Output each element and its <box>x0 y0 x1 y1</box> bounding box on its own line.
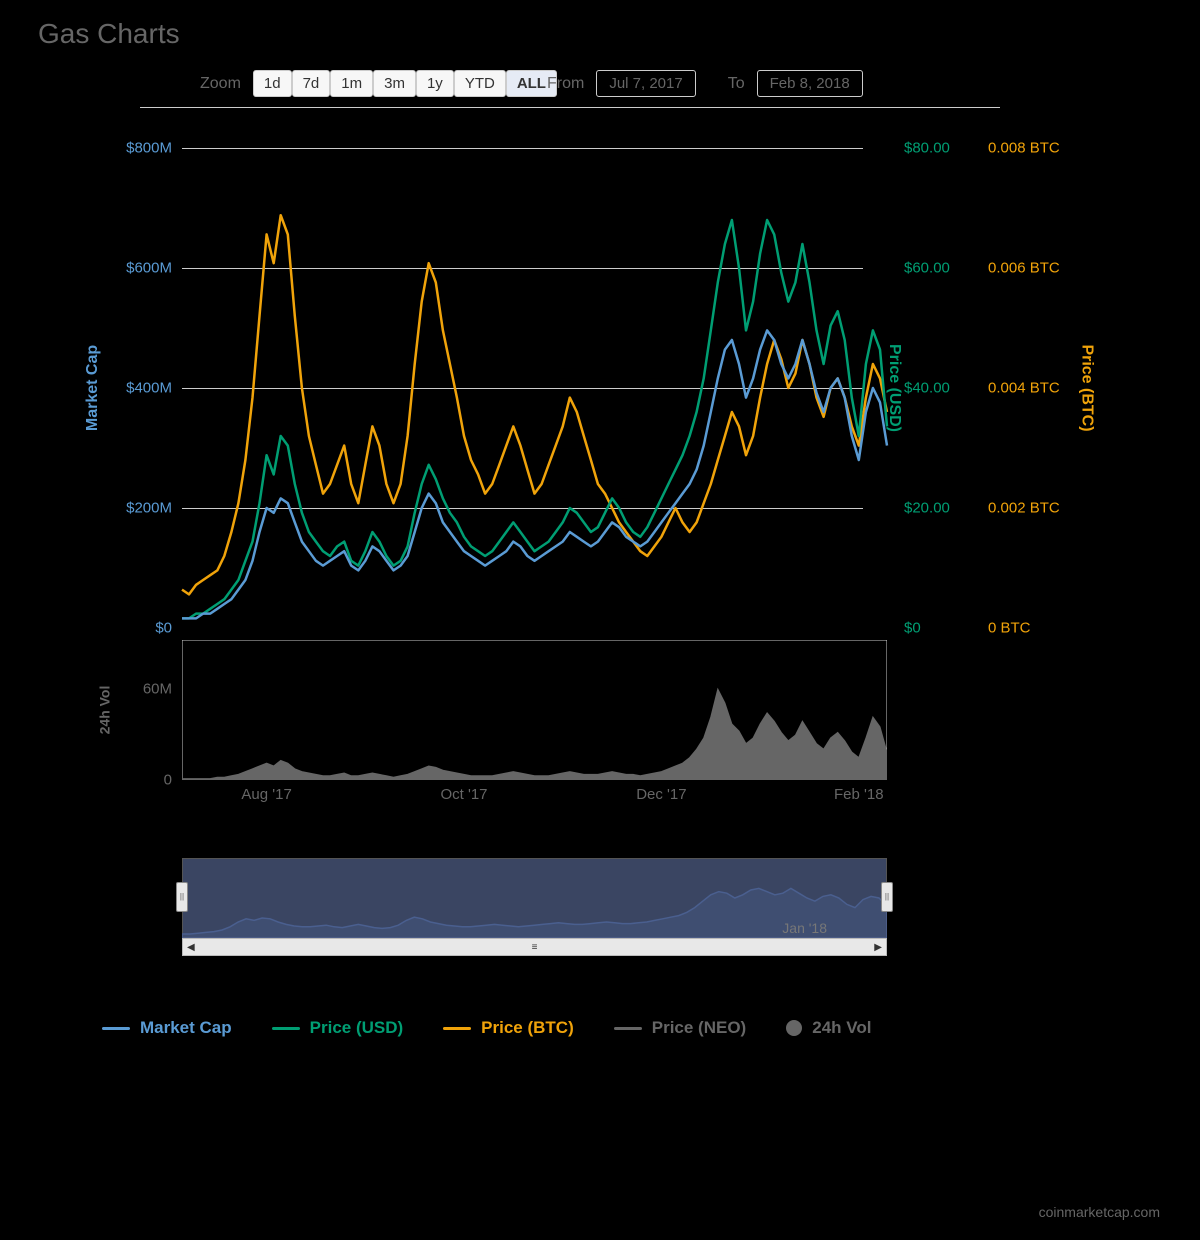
x-tick: Dec '17 <box>636 786 686 803</box>
navigator-scrollbar[interactable]: ◀ ≡ ▶ <box>182 938 887 956</box>
zoom-ytd-button[interactable]: YTD <box>454 70 506 97</box>
from-label: From <box>547 75 584 93</box>
zoom-7d-button[interactable]: 7d <box>292 70 331 97</box>
legend-swatch-icon <box>102 1027 130 1030</box>
range-to-input[interactable]: Feb 8, 2018 <box>757 70 863 97</box>
legend-item-price-usd-[interactable]: Price (USD) <box>272 1018 404 1038</box>
legend-label: Price (USD) <box>310 1018 404 1038</box>
main-chart-area[interactable]: Market Cap Price (USD) Price (BTC) $0$20… <box>42 148 1098 628</box>
axis-label-market-cap: Market Cap <box>84 345 102 431</box>
legend-label: Price (BTC) <box>481 1018 574 1038</box>
legend-swatch-icon <box>786 1020 802 1036</box>
legend-item-price-neo-[interactable]: Price (NEO) <box>614 1018 746 1038</box>
vol-y-tick: 60M <box>127 681 172 698</box>
legend-swatch-icon <box>614 1027 642 1030</box>
zoom-1m-button[interactable]: 1m <box>330 70 373 97</box>
range-from-input[interactable]: Jul 7, 2017 <box>596 70 695 97</box>
zoom-1d-button[interactable]: 1d <box>253 70 292 97</box>
y-tick: $200M <box>112 500 172 517</box>
y-tick: 0.002 BTC <box>988 500 1088 517</box>
y-tick: $600M <box>112 260 172 277</box>
y-tick: 0.006 BTC <box>988 260 1088 277</box>
axis-label-price-usd: Price (USD) <box>885 344 903 432</box>
series-price_usd <box>182 220 887 618</box>
navigator-handle-left[interactable]: || <box>176 882 188 912</box>
scroll-left-icon[interactable]: ◀ <box>187 942 195 953</box>
navigator-handle-right[interactable]: || <box>881 882 893 912</box>
zoom-1y-button[interactable]: 1y <box>416 70 454 97</box>
navigator-series <box>182 888 887 938</box>
y-tick: $20.00 <box>904 500 968 517</box>
axis-label-volume: 24h Vol <box>96 686 112 735</box>
y-tick: $0 <box>112 620 172 637</box>
y-tick: $60.00 <box>904 260 968 277</box>
y-tick: $80.00 <box>904 140 968 157</box>
series-market_cap <box>182 330 887 618</box>
legend-item-market-cap[interactable]: Market Cap <box>102 1018 232 1038</box>
legend-swatch-icon <box>443 1027 471 1030</box>
y-tick: $400M <box>112 380 172 397</box>
volume-chart-area[interactable]: 24h Vol 060M <box>42 640 1098 780</box>
y-tick: $800M <box>112 140 172 157</box>
credits-link[interactable]: coinmarketcap.com <box>1039 1204 1160 1220</box>
to-label: To <box>728 75 745 93</box>
legend-label: Market Cap <box>140 1018 232 1038</box>
scroll-grip-icon: ≡ <box>532 942 538 953</box>
y-tick: 0.004 BTC <box>988 380 1088 397</box>
divider <box>140 107 1000 108</box>
legend-swatch-icon <box>272 1027 300 1030</box>
range-navigator[interactable]: Jan '18 || || ◀ ≡ ▶ <box>42 858 1098 958</box>
legend-item-24h-vol[interactable]: 24h Vol <box>786 1018 871 1038</box>
y-tick: $40.00 <box>904 380 968 397</box>
x-tick: Oct '17 <box>440 786 487 803</box>
zoom-controls: Zoom 1d7d1m3m1yYTDALL From Jul 7, 2017 T… <box>30 70 1110 97</box>
zoom-3m-button[interactable]: 3m <box>373 70 416 97</box>
x-tick: Aug '17 <box>241 786 291 803</box>
navigator-date-label: Jan '18 <box>782 920 827 936</box>
zoom-label: Zoom <box>200 75 241 93</box>
legend-label: 24h Vol <box>812 1018 871 1038</box>
scroll-right-icon[interactable]: ▶ <box>874 942 882 953</box>
y-tick: 0.008 BTC <box>988 140 1088 157</box>
x-tick: Feb '18 <box>834 786 884 803</box>
y-tick: 0 BTC <box>988 620 1088 637</box>
legend-item-price-btc-[interactable]: Price (BTC) <box>443 1018 574 1038</box>
y-tick: $0 <box>904 620 968 637</box>
volume-series <box>182 689 887 780</box>
legend-label: Price (NEO) <box>652 1018 746 1038</box>
chart-title: Gas Charts <box>30 10 1110 70</box>
legend: Market Cap Price (USD) Price (BTC) Price (N… <box>42 1018 1098 1038</box>
x-axis-ticks: Aug '17 Oct '17 Dec '17 Feb '18 <box>42 786 1098 808</box>
